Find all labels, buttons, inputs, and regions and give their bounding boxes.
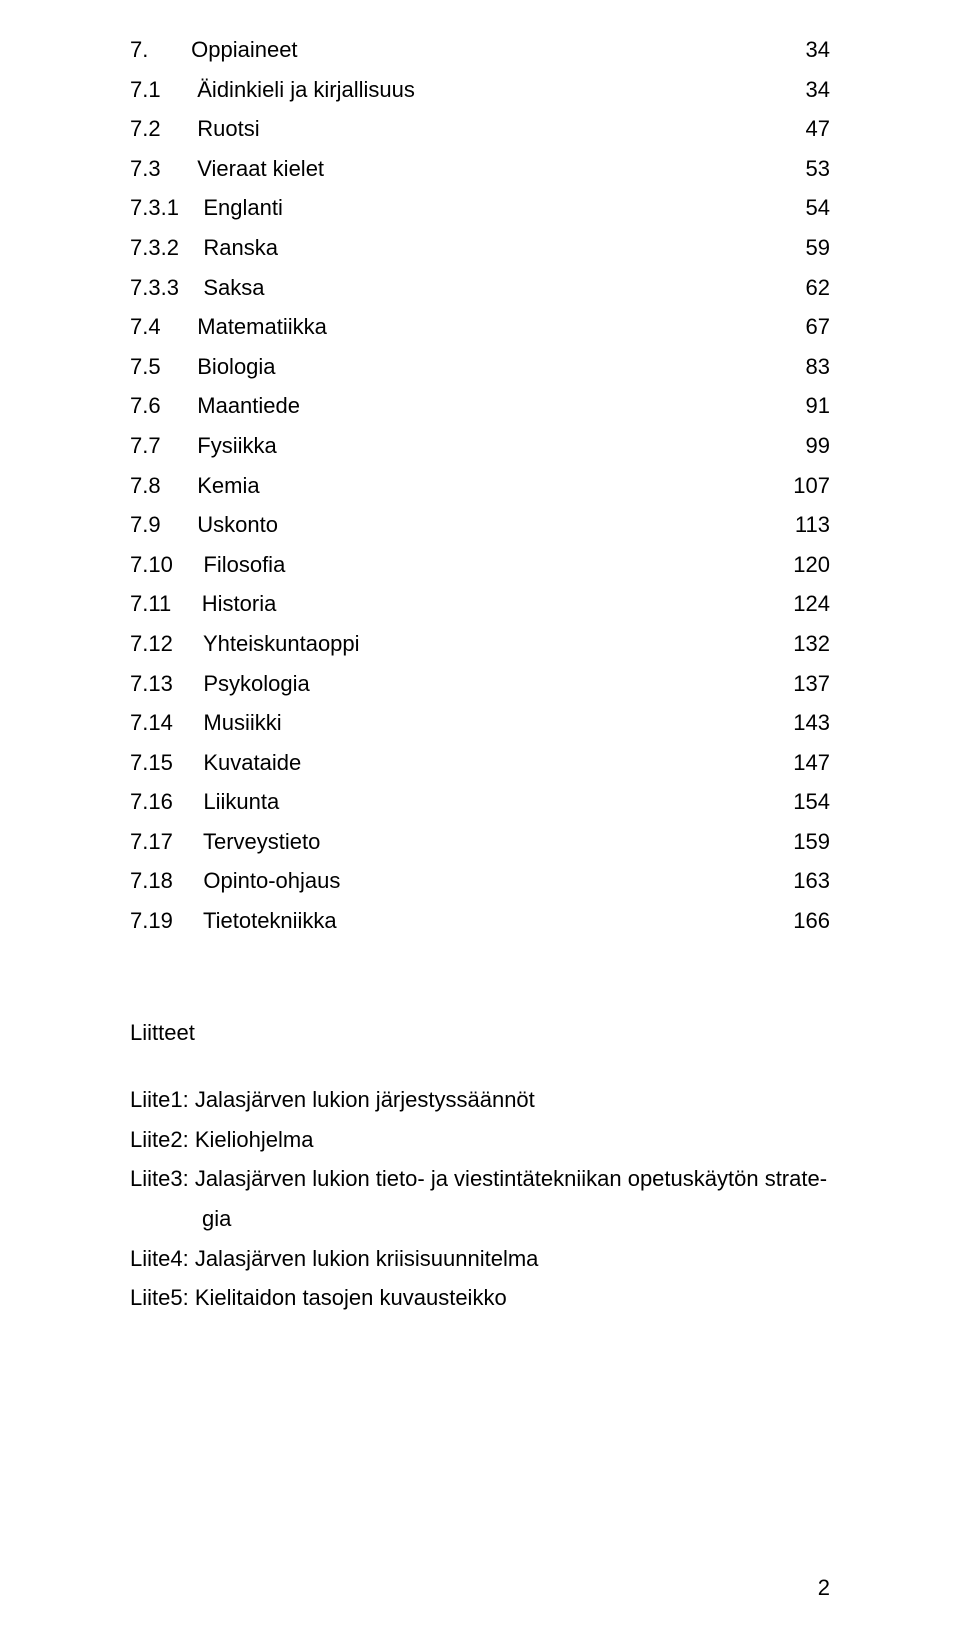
toc-entry-page: 59 [770,228,830,268]
toc-entry-page: 120 [770,545,830,585]
toc-entry-label: 7.10 Filosofia [130,545,285,585]
toc-entry-label: 7.7 Fysiikka [130,426,277,466]
toc-row: 7.7 Fysiikka 99 [130,426,830,466]
attachments-list: Liite1: Jalasjärven lukion järjestyssään… [130,1080,830,1318]
toc-entry-page: 34 [770,30,830,70]
toc-entry-label: 7.6 Maantiede [130,386,300,426]
toc-row: 7.15 Kuvataide 147 [130,743,830,783]
attachment-text: Liite3: Jalasjärven lukion tieto- ja vie… [130,1159,827,1199]
toc-entry-label: 7.13 Psykologia [130,664,310,704]
page-number: 2 [818,1568,830,1608]
toc-row: 7.4 Matematiikka 67 [130,307,830,347]
toc-entry-label: 7. Oppiaineet [130,30,298,70]
toc-row: 7.12 Yhteiskuntaoppi 132 [130,624,830,664]
toc-entry-label: 7.11 Historia [130,584,276,624]
toc-entry-page: 159 [770,822,830,862]
toc-row: 7.14 Musiikki 143 [130,703,830,743]
toc-entry-page: 143 [770,703,830,743]
toc-entry-label: 7.3 Vieraat kielet [130,149,324,189]
toc-row: 7.5 Biologia 83 [130,347,830,387]
toc-row: 7.18 Opinto-ohjaus 163 [130,861,830,901]
toc-entry-page: 113 [770,505,830,545]
toc-row: 7. Oppiaineet 34 [130,30,830,70]
attachment-text: gia [202,1199,231,1239]
toc-entry-label: 7.3.1 Englanti [130,188,283,228]
toc-row: 7.13 Psykologia 137 [130,664,830,704]
toc-entry-page: 163 [770,861,830,901]
toc-entry-label: 7.5 Biologia [130,347,276,387]
toc-row: 7.2 Ruotsi 47 [130,109,830,149]
attachment-text: Liite2: Kieliohjelma [130,1120,313,1160]
attachment-item: Liite4: Jalasjärven lukion kriisisuunnit… [130,1239,830,1279]
toc-entry-page: 53 [770,149,830,189]
toc-row: 7.16 Liikunta 154 [130,782,830,822]
toc-entry-page: 154 [770,782,830,822]
toc-row: 7.10 Filosofia 120 [130,545,830,585]
toc-entry-page: 147 [770,743,830,783]
table-of-contents: 7. Oppiaineet347.1 Äidinkieli ja kirjall… [130,30,830,941]
toc-entry-label: 7.9 Uskonto [130,505,278,545]
toc-entry-label: 7.18 Opinto-ohjaus [130,861,340,901]
toc-entry-label: 7.3.3 Saksa [130,268,265,308]
toc-row: 7.1 Äidinkieli ja kirjallisuus 34 [130,70,830,110]
toc-entry-page: 137 [770,664,830,704]
toc-entry-page: 83 [770,347,830,387]
toc-entry-page: 47 [770,109,830,149]
toc-entry-page: 62 [770,268,830,308]
toc-entry-label: 7.4 Matematiikka [130,307,327,347]
toc-entry-page: 132 [770,624,830,664]
toc-entry-page: 124 [770,584,830,624]
toc-entry-page: 34 [770,70,830,110]
toc-entry-page: 67 [770,307,830,347]
toc-entry-page: 107 [770,466,830,506]
toc-row: 7.9 Uskonto 113 [130,505,830,545]
attachment-text: Liite4: Jalasjärven lukion kriisisuunnit… [130,1239,538,1279]
toc-row: 7.6 Maantiede 91 [130,386,830,426]
toc-entry-label: 7.8 Kemia [130,466,260,506]
toc-row: 7.11 Historia 124 [130,584,830,624]
toc-entry-label: 7.2 Ruotsi [130,109,260,149]
toc-entry-label: 7.19 Tietotekniikka [130,901,337,941]
attachment-item: Liite5: Kielitaidon tasojen kuvausteikko [130,1278,830,1318]
toc-row: 7.3 Vieraat kielet 53 [130,149,830,189]
attachment-item: Liite1: Jalasjärven lukion järjestyssään… [130,1080,830,1120]
toc-entry-page: 99 [770,426,830,466]
toc-entry-page: 54 [770,188,830,228]
toc-entry-label: 7.14 Musiikki [130,703,282,743]
toc-entry-page: 166 [770,901,830,941]
toc-row: 7.17 Terveystieto 159 [130,822,830,862]
attachments-heading: Liitteet [130,1013,830,1053]
toc-entry-label: 7.15 Kuvataide [130,743,301,783]
attachment-text: Liite1: Jalasjärven lukion järjestyssään… [130,1080,535,1120]
attachment-item: Liite2: Kieliohjelma [130,1120,830,1160]
attachment-text: Liite5: Kielitaidon tasojen kuvausteikko [130,1278,507,1318]
toc-entry-label: 7.1 Äidinkieli ja kirjallisuus [130,70,415,110]
toc-row: 7.19 Tietotekniikka 166 [130,901,830,941]
toc-entry-label: 7.12 Yhteiskuntaoppi [130,624,360,664]
toc-entry-label: 7.17 Terveystieto [130,822,320,862]
toc-entry-label: 7.3.2 Ranska [130,228,278,268]
attachment-item: gia [130,1199,830,1239]
toc-row: 7.3.3 Saksa 62 [130,268,830,308]
toc-row: 7.8 Kemia 107 [130,466,830,506]
attachment-item: Liite3: Jalasjärven lukion tieto- ja vie… [130,1159,830,1199]
toc-row: 7.3.2 Ranska 59 [130,228,830,268]
toc-entry-page: 91 [770,386,830,426]
toc-entry-label: 7.16 Liikunta [130,782,279,822]
document-page: 7. Oppiaineet347.1 Äidinkieli ja kirjall… [0,0,960,1638]
toc-row: 7.3.1 Englanti 54 [130,188,830,228]
